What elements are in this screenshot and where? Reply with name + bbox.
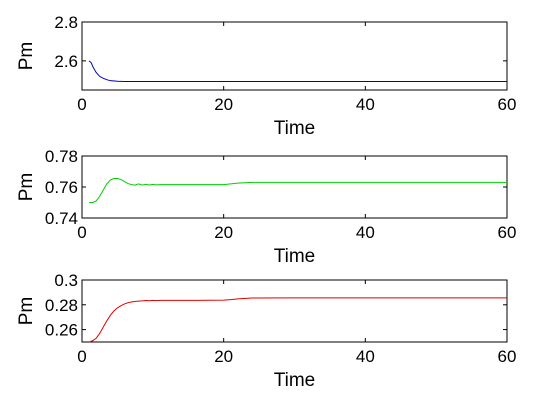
subplot-2: 0 20 40 60 0.74 0.76 0.78 Time Pm — [16, 147, 516, 267]
x-tick-label: 0 — [77, 223, 86, 242]
x-tick-label: 60 — [498, 347, 517, 366]
x-tick-label: 0 — [77, 347, 86, 366]
y-tick-label: 0.76 — [45, 178, 78, 197]
x-axis-label: Time — [274, 118, 316, 139]
y-tick-label: 0.26 — [45, 321, 78, 340]
subplot-3: 0 20 40 60 0.26 0.28 0.3 Time Pm — [16, 271, 516, 391]
x-tick-label: 20 — [214, 95, 233, 114]
y-tick-label: 2.8 — [54, 13, 78, 32]
axes-frame — [82, 280, 507, 342]
x-tick-label: 40 — [356, 347, 375, 366]
subplot-1: 0 20 40 60 2.6 2.8 Time Pm — [16, 13, 516, 139]
y-tick-label: 0.3 — [54, 271, 78, 290]
y-tick-label: 0.78 — [45, 147, 78, 166]
x-tick-label: 60 — [498, 95, 517, 114]
y-tick-label: 2.6 — [54, 52, 78, 71]
x-tick-label: 40 — [356, 223, 375, 242]
x-tick-label: 0 — [77, 95, 86, 114]
x-tick-label: 20 — [214, 223, 233, 242]
x-tick-label: 20 — [214, 347, 233, 366]
x-axis-label: Time — [274, 246, 316, 267]
x-axis-label: Time — [274, 370, 316, 391]
x-tick-label: 40 — [356, 95, 375, 114]
y-axis-label: Pm — [16, 173, 37, 202]
x-tick-label: 60 — [498, 223, 517, 242]
y-axis-label: Pm — [16, 42, 37, 71]
y-axis-label: Pm — [16, 297, 37, 326]
y-tick-label: 0.28 — [45, 296, 78, 315]
axes-frame — [82, 156, 507, 218]
y-tick-label: 0.74 — [45, 209, 78, 228]
axes-frame — [82, 22, 507, 90]
